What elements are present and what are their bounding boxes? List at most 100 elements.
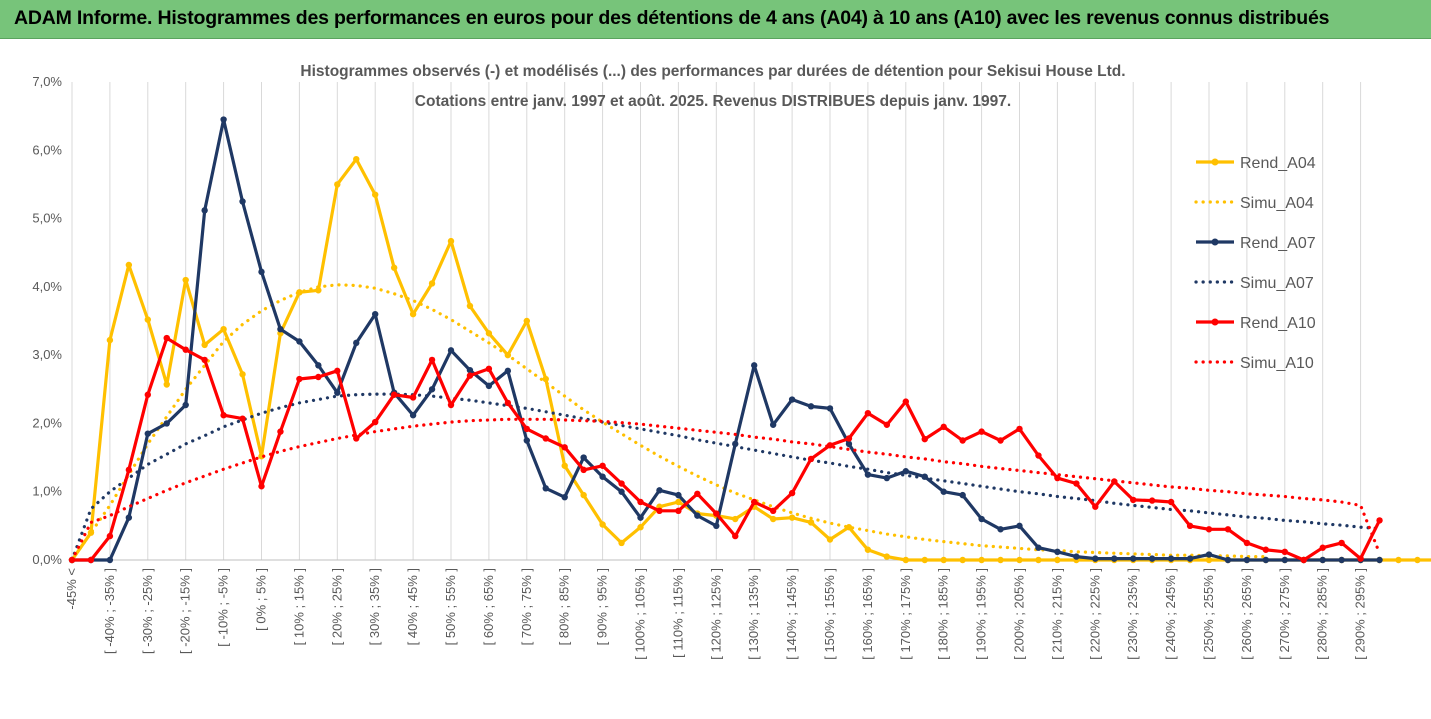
data-point-rend_a07 xyxy=(1016,522,1023,530)
data-point-rend_a07 xyxy=(864,471,872,478)
data-point-rend_a10 xyxy=(163,334,170,342)
data-point-rend_a04 xyxy=(883,553,891,560)
series-lines xyxy=(68,116,1431,564)
x-tick-label: [ 190% ; 195% ] xyxy=(974,568,989,660)
series-line-simu_a10 xyxy=(70,417,1382,562)
legend-label-rend_a04: Rend_A04 xyxy=(1240,155,1316,172)
data-point-rend_a04 xyxy=(447,237,455,245)
data-point-rend_a07 xyxy=(1224,556,1232,564)
data-point-rend_a10 xyxy=(826,442,834,449)
x-tick-label: [ 130% ; 135% ] xyxy=(746,568,761,660)
x-tick-label: [ 10% ; 15% ] xyxy=(291,568,306,645)
data-point-rend_a10 xyxy=(769,507,777,515)
data-point-rend_a10 xyxy=(1167,498,1175,506)
data-point-rend_a07 xyxy=(1338,556,1345,564)
data-point-rend_a04 xyxy=(561,462,568,469)
series-line-rend_a04 xyxy=(70,157,1431,562)
data-point-rend_a10 xyxy=(637,498,644,506)
data-point-rend_a10 xyxy=(921,435,928,443)
data-point-rend_a07 xyxy=(201,207,208,214)
data-point-rend_a10 xyxy=(694,490,701,497)
y-tick-label: 6,0% xyxy=(32,142,62,157)
data-point-rend_a07 xyxy=(1186,555,1194,562)
data-point-rend_a10 xyxy=(959,437,966,444)
data-point-rend_a04 xyxy=(978,556,985,564)
x-tick-label: [ 290% ; 295% ] xyxy=(1353,568,1368,660)
data-point-rend_a07 xyxy=(618,488,625,495)
data-point-rend_a07 xyxy=(1054,548,1061,556)
data-point-rend_a10 xyxy=(732,532,739,540)
data-point-rend_a10 xyxy=(580,466,587,474)
data-point-rend_a04 xyxy=(428,280,436,287)
data-point-rend_a07 xyxy=(713,522,720,530)
data-point-rend_a10 xyxy=(618,480,625,487)
x-tick-label: [ 110% ; 115% ] xyxy=(670,568,685,658)
data-point-rend_a04 xyxy=(1035,556,1042,564)
data-point-rend_a07 xyxy=(466,366,474,374)
x-tick-label: [ 70% ; 75% ] xyxy=(519,568,534,645)
data-point-rend_a10 xyxy=(1186,522,1194,530)
data-point-rend_a10 xyxy=(788,489,796,497)
data-point-rend_a07 xyxy=(1319,556,1326,564)
data-point-rend_a04 xyxy=(239,371,246,378)
data-point-rend_a04 xyxy=(1395,556,1402,564)
data-point-rend_a04 xyxy=(769,515,777,523)
chart-title-line2: Cotations entre janv. 1997 et août. 2025… xyxy=(415,93,1011,110)
y-tick-label: 0,0% xyxy=(32,552,62,567)
legend-label-rend_a07: Rend_A07 xyxy=(1240,235,1316,252)
data-point-rend_a10 xyxy=(1243,539,1251,547)
data-point-rend_a07 xyxy=(845,440,853,448)
data-point-rend_a10 xyxy=(902,398,909,405)
data-point-rend_a07 xyxy=(220,116,227,123)
data-point-rend_a10 xyxy=(1281,548,1289,556)
data-point-rend_a07 xyxy=(807,403,815,410)
x-tick-label: [ 90% ; 95% ] xyxy=(595,568,610,645)
y-tick-label: 7,0% xyxy=(32,74,62,89)
legend-label-simu_a10: Simu_A10 xyxy=(1240,355,1314,372)
data-point-rend_a04 xyxy=(315,287,322,294)
data-point-rend_a07 xyxy=(561,493,568,501)
data-point-rend_a10 xyxy=(656,507,663,515)
data-point-rend_a04 xyxy=(258,453,265,460)
data-point-rend_a04 xyxy=(390,264,398,271)
x-tick-label: [ 120% ; 125% ] xyxy=(708,568,723,660)
data-point-rend_a07 xyxy=(1262,556,1270,564)
data-point-rend_a07 xyxy=(409,412,417,419)
data-point-rend_a07 xyxy=(372,310,379,318)
data-point-rend_a07 xyxy=(106,556,114,564)
data-point-rend_a04 xyxy=(637,524,644,531)
data-point-rend_a07 xyxy=(637,514,644,521)
line-chart: 0,0% 1,0% 2,0% 3,0% 4,0% 5,0% 6,0% 7,0% -45% < [ … xyxy=(32,63,1431,660)
data-point-rend_a07 xyxy=(428,386,436,393)
x-tick-label: [ 270% ; 275% ] xyxy=(1277,568,1292,660)
data-point-rend_a04 xyxy=(599,521,606,528)
x-tick-label: [ -20% ; -15% ] xyxy=(178,568,193,654)
x-tick-label: [ 0% ; 5% ] xyxy=(254,568,269,631)
x-tick-label: [ 200% ; 205% ] xyxy=(1012,568,1027,660)
data-point-rend_a10 xyxy=(428,356,436,364)
data-point-rend_a07 xyxy=(940,488,947,495)
data-point-rend_a07 xyxy=(315,362,322,369)
data-point-rend_a10 xyxy=(296,375,303,383)
data-point-rend_a10 xyxy=(125,466,133,474)
data-point-rend_a10 xyxy=(561,444,568,451)
data-point-rend_a07 xyxy=(1035,544,1042,551)
data-point-rend_a04 xyxy=(902,556,909,564)
data-point-rend_a07 xyxy=(239,198,246,205)
data-point-rend_a07 xyxy=(883,474,891,482)
x-tick-label: [ -10% ; -5% ] xyxy=(216,568,231,647)
data-point-rend_a07 xyxy=(163,420,170,427)
data-point-rend_a04 xyxy=(997,556,1004,564)
x-tick-label: [ 40% ; 45% ] xyxy=(405,568,420,645)
data-point-rend_a10 xyxy=(1054,474,1061,482)
data-point-rend_a07 xyxy=(1092,555,1099,562)
x-tick-label: [ 250% ; 255% ] xyxy=(1201,568,1216,660)
x-tick-label: [ 80% ; 85% ] xyxy=(557,568,572,645)
data-point-rend_a10 xyxy=(807,455,815,463)
data-point-rend_a10 xyxy=(390,391,398,398)
data-point-rend_a10 xyxy=(315,373,322,381)
data-point-rend_a04 xyxy=(1205,556,1213,564)
data-point-rend_a07 xyxy=(1148,555,1156,562)
data-point-rend_a10 xyxy=(239,415,246,422)
data-point-rend_a10 xyxy=(1073,480,1080,487)
